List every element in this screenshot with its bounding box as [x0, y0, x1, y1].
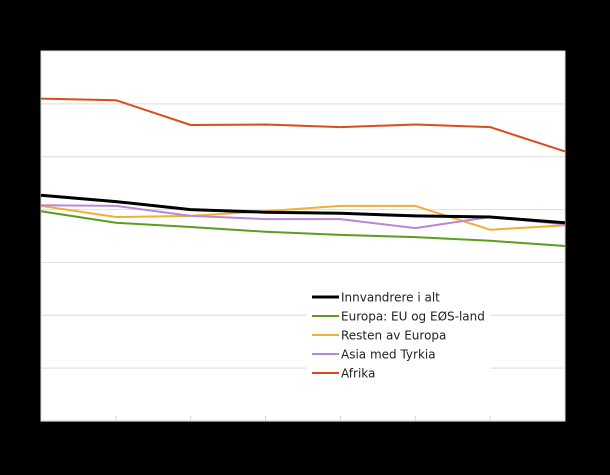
legend: Innvandrere i alt Europa: EU og EØS-land R… — [307, 285, 490, 383]
x-axis-ticks — [115, 416, 491, 421]
legend-label: Innvandrere i alt — [341, 291, 440, 305]
legend-label: Resten av Europa — [341, 329, 446, 343]
series-line-0 — [40, 193, 566, 225]
legend-label: Afrika — [341, 367, 375, 381]
series-line-3 — [40, 204, 566, 230]
series-line-2 — [40, 204, 566, 231]
series-line-1 — [40, 210, 566, 247]
legend-label: Asia med Tyrkia — [341, 348, 436, 362]
series-lines — [40, 97, 566, 247]
legend-label: Europa: EU og EØS-land — [341, 310, 485, 324]
series-line-4 — [40, 97, 566, 153]
